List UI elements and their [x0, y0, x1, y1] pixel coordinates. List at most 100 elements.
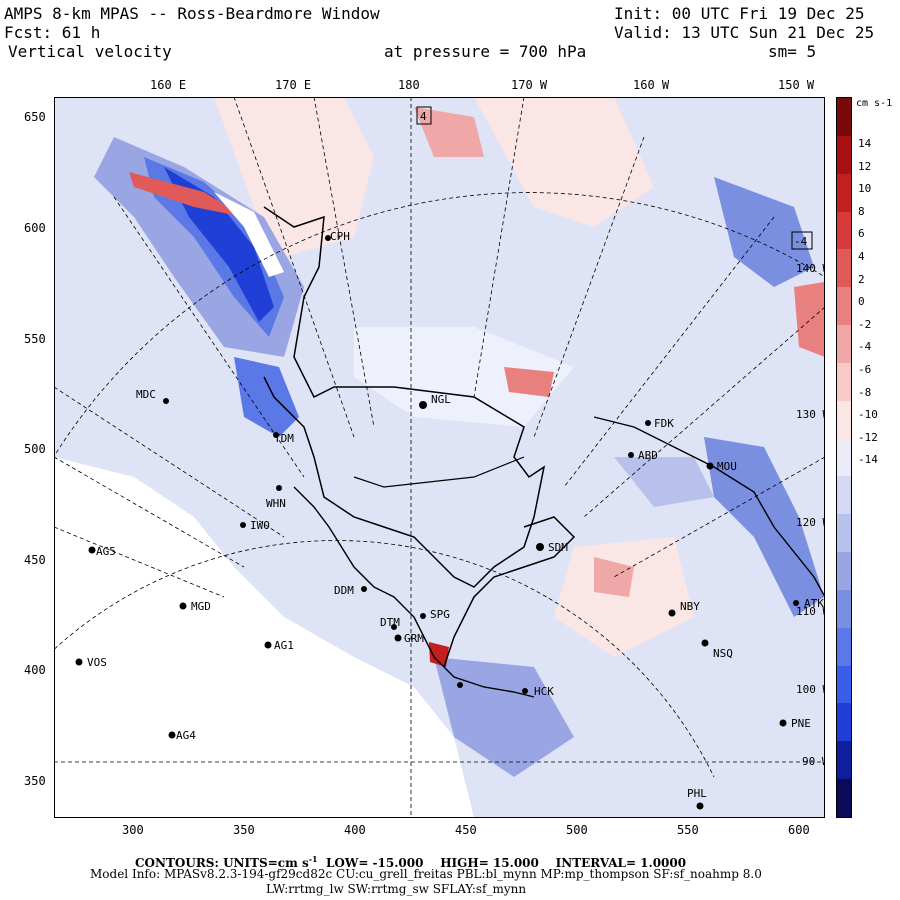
field-name: Vertical velocity [8, 42, 172, 61]
top-tick-3: 180 [398, 78, 420, 92]
colorbar-segment [837, 173, 851, 212]
top-tick-5: 160 W [633, 78, 670, 92]
colorbar-label: 12 [858, 159, 872, 173]
station-label-spg: SPG [430, 608, 450, 621]
colorbar-segment [837, 627, 851, 667]
colorbar-segment [837, 135, 851, 175]
contours-info: CONTOURS: UNITS=cm s-1 LOW= -15.000 HIGH… [135, 851, 686, 872]
station-dot-nsq [701, 639, 709, 647]
station-label-mdc: MDC [136, 388, 156, 401]
coastline-transantarctic [293, 486, 535, 698]
no-data-region [54, 457, 474, 818]
colorbar-label: 14 [858, 137, 872, 150]
colorbar-label: 2 [858, 272, 865, 286]
contours-low: LOW= -15.000 [325, 856, 424, 870]
light-area-central [354, 327, 574, 427]
station-label-mou: MOU [717, 460, 737, 473]
station-dot-phl [696, 802, 704, 810]
red-core-south [429, 642, 449, 667]
bottom-tick-400: 400 [344, 823, 366, 837]
station-label-phl: PHL [687, 787, 707, 800]
graticule [54, 97, 825, 818]
model-info-line-2: LW:rrtmg_lw SW:rrtmg_sw SFLAY:sf_mynn [266, 882, 527, 896]
colorbar-segment [837, 779, 851, 818]
station-dot-atk [793, 600, 799, 606]
station-dot-ngl [419, 401, 427, 409]
station-label-iwo: IWO [250, 519, 270, 532]
station-dot-pne [779, 719, 787, 727]
left-tick-550: 550 [24, 332, 46, 346]
colorbar-segment [837, 741, 851, 780]
colorbar-segment [837, 400, 851, 440]
red-spot-east [594, 557, 634, 597]
pressure-level: at pressure = 700 hPa [384, 42, 587, 61]
colorbar-label: -6 [858, 363, 872, 376]
station-label-ngl: NGL [431, 393, 451, 406]
station-dot-cph [325, 235, 331, 241]
station-dot-mou [706, 462, 714, 470]
left-tick-350: 350 [24, 774, 46, 788]
bottom-tick-600: 600 [788, 823, 810, 837]
blue-area-ne [714, 177, 814, 287]
pink-area-north-2 [474, 97, 654, 227]
station-dot-spg [420, 613, 426, 619]
left-tick-400: 400 [24, 663, 46, 677]
map-panel: 4 -4 CPH MDC NGL TDM WHN IWO AG5 MGD AG1… [54, 97, 825, 818]
colorbar-label: 10 [858, 182, 872, 196]
left-tick-450: 450 [24, 553, 46, 567]
valid-time: Valid: 13 UTC Sun 21 Dec 25 [614, 23, 875, 42]
colorbar-label: -14 [858, 453, 878, 467]
blue-area-hck [434, 657, 574, 777]
station-dot-mdc [163, 398, 169, 404]
top-tick-6: 150 W [778, 78, 815, 92]
station-label-pne: PNE [791, 717, 811, 730]
lon-label-100w: 100 W [796, 683, 825, 696]
station-label-dtm: DTM [380, 616, 400, 629]
colorbar-segment [837, 552, 851, 591]
colorbar-segment [837, 514, 851, 553]
station-dot-hck [522, 688, 528, 694]
colorbar-segment [837, 589, 851, 629]
colorbar-segment [837, 476, 851, 515]
map-frame [54, 97, 825, 818]
min-box [791, 231, 813, 250]
bottom-tick-500: 500 [566, 823, 588, 837]
model-info-line-1: Model Info: MPASv8.2.3-194-gf29cd82c CU:… [90, 867, 762, 881]
colorbar-segment [837, 287, 851, 326]
station-label-abd: ABD [638, 449, 658, 462]
contours-units: CONTOURS: UNITS=cm s [135, 856, 309, 870]
station-label-hck: HCK [534, 685, 554, 698]
station-dot-sdm [536, 543, 544, 551]
colorbar-segment [837, 249, 851, 288]
station-dot-iwo [240, 522, 246, 528]
station-label-ag5: AG5 [96, 545, 116, 558]
blue-area-east [704, 437, 824, 617]
lon-label-120w: 120 W [796, 516, 825, 529]
station-dot-dtm [391, 624, 397, 630]
colorbar-label: -4 [858, 340, 872, 354]
colorbar-label: -10 [858, 408, 878, 422]
station-label-nby: NBY [680, 600, 700, 613]
station-dot-tdm [273, 432, 279, 438]
coastline-ross [263, 206, 546, 588]
station-dot-mgd [179, 602, 187, 610]
station-dot-ag5 [88, 546, 96, 554]
colorbar-label: 4 [858, 250, 865, 263]
station-dot-ag4 [168, 731, 176, 739]
station-label-nsq: NSQ [713, 647, 733, 660]
pink-area-north [214, 97, 374, 257]
min-box-label: -4 [794, 235, 808, 248]
lon-label-130w: 130 W [796, 408, 825, 421]
white-streak [214, 192, 284, 277]
station-label-fdk: FDK [654, 417, 674, 430]
contours-high: HIGH= 15.000 [440, 856, 539, 870]
station-label-atk: ATK [804, 597, 824, 610]
bottom-tick-300: 300 [122, 823, 144, 837]
red-spot-central [504, 367, 554, 397]
colorbar-segment [837, 211, 851, 250]
station-dot-extra [457, 682, 463, 688]
colorbar-label: 6 [858, 227, 865, 241]
contours-interval: INTERVAL= 1.0000 [555, 856, 687, 870]
colorbar-segment [837, 98, 851, 137]
lon-label-110w: 110 W [796, 605, 825, 618]
